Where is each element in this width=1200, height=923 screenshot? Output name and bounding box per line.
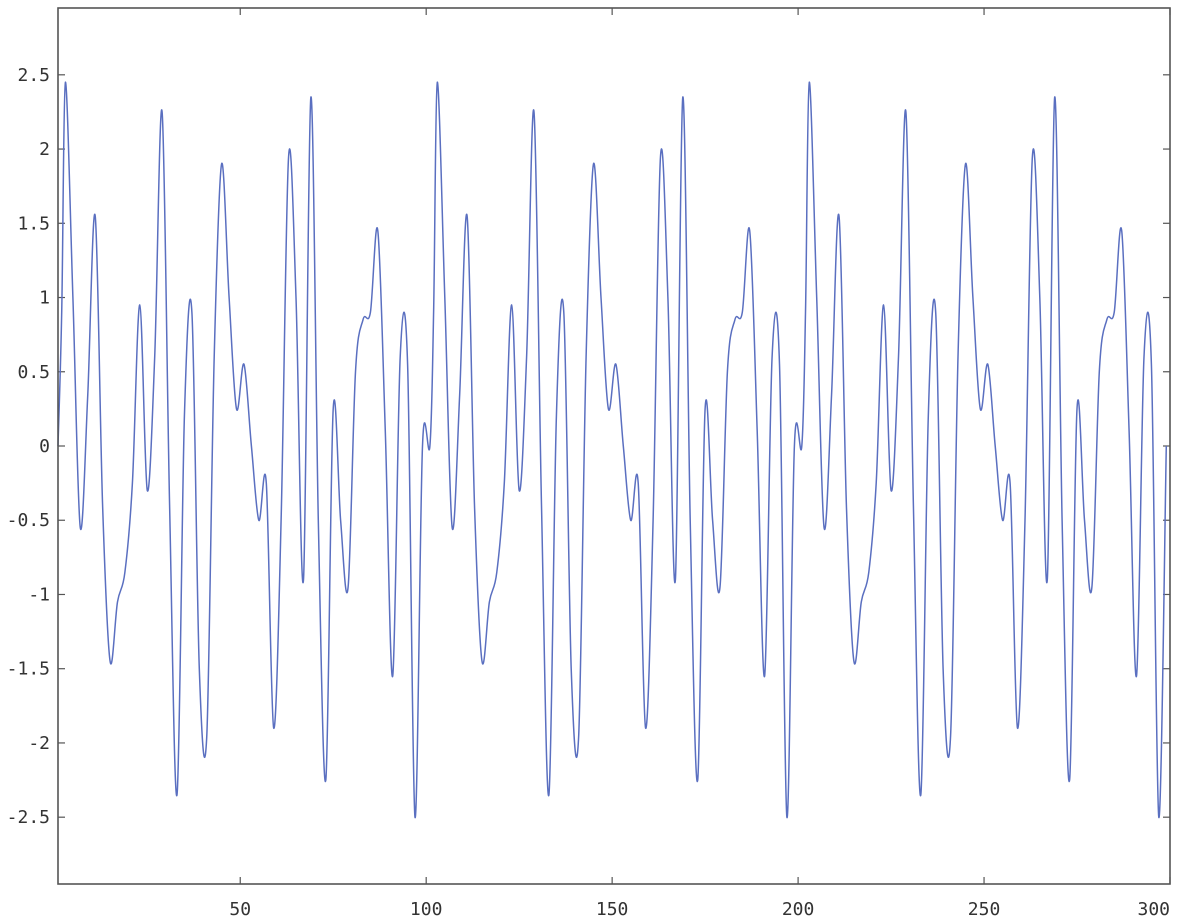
y-tick-label: 2: [39, 139, 50, 160]
y-tick-label: 1: [39, 288, 50, 309]
y-tick-label: -1.5: [7, 659, 50, 680]
x-tick-label: 100: [410, 899, 443, 920]
y-tick-label: 1.5: [17, 213, 50, 234]
x-tick-label: 300: [1137, 899, 1170, 920]
y-tick-label: -0.5: [7, 510, 50, 531]
y-tick-label: 2.5: [17, 65, 50, 86]
axis-ticks: [58, 8, 1171, 884]
x-tick-label: 250: [968, 899, 1001, 920]
y-tick-label: -2: [28, 733, 50, 754]
axis-tick-labels: -2.5 -2 -1.5 -1 -0.5 0 0.5 1 1.5 2 2.5 50 100 150 200 2…: [7, 65, 1170, 920]
y-tick-label: -1: [28, 584, 50, 605]
y-tick-label: 0: [39, 436, 50, 457]
y-tick-label: 0.5: [17, 362, 50, 383]
y-tick-label: -2.5: [7, 807, 50, 828]
series-line: [57, 81, 1168, 818]
x-tick-label: 200: [782, 899, 815, 920]
x-tick-label: 50: [229, 899, 251, 920]
x-tick-label: 150: [596, 899, 629, 920]
plot-frame: [57, 7, 1171, 885]
